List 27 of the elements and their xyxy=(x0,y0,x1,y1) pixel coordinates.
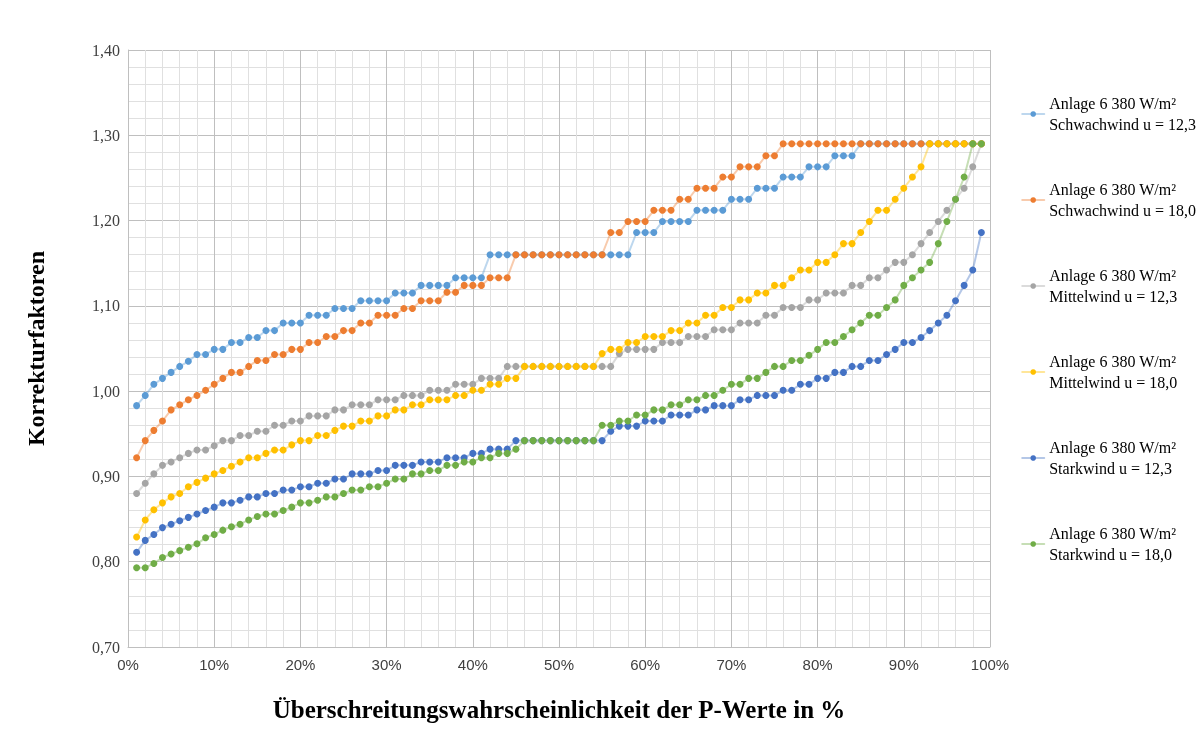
x-tick-label: 90% xyxy=(888,656,919,673)
legend-label: Anlage 6 380 W/m² Starkwind u = 18,0 xyxy=(1049,525,1177,563)
x-tick-label: 40% xyxy=(457,656,488,673)
x-tick-label: 30% xyxy=(371,656,402,673)
y-tick-label: 1,10 xyxy=(92,297,120,315)
y-tick-label: 1,40 xyxy=(92,41,120,59)
legend-label: Anlage 6 380 W/m² Mittelwind u = 12,3 xyxy=(1049,267,1178,305)
legend-label: Anlage 6 380 W/m² Starkwind u = 12,3 xyxy=(1049,439,1177,477)
y-tick-label: 0,80 xyxy=(92,553,120,571)
x-tick-label: 0% xyxy=(117,656,139,673)
x-tick-label: 20% xyxy=(285,656,316,673)
y-tick-label: 1,30 xyxy=(92,126,120,144)
x-axis-title: Überschreitungswahrscheinlichkeit der P-Werte in % xyxy=(272,696,846,723)
y-tick-label: 0,70 xyxy=(92,638,120,656)
legend-label: Anlage 6 380 W/m² Mittelwind u = 18,0 xyxy=(1049,353,1178,391)
y-tick-label: 0,90 xyxy=(92,467,120,485)
x-tick-label: 80% xyxy=(802,656,833,673)
x-tick-label: 50% xyxy=(543,656,575,673)
x-tick-label: 10% xyxy=(199,656,230,673)
legend-label: Anlage 6 380 W/m² Schwachwind u = 12,3 xyxy=(1049,95,1196,133)
x-tick-label: 60% xyxy=(630,656,661,673)
y-tick-label: 1,20 xyxy=(92,212,120,230)
y-axis-title: Korrekturfaktoren xyxy=(23,250,49,447)
x-tick-label: 70% xyxy=(716,656,747,673)
legend-label: Anlage 6 380 W/m² Schwachwind u = 18,0 xyxy=(1049,181,1196,219)
x-tick-label: 100% xyxy=(970,656,1010,673)
y-tick-label: 1,00 xyxy=(92,382,120,400)
